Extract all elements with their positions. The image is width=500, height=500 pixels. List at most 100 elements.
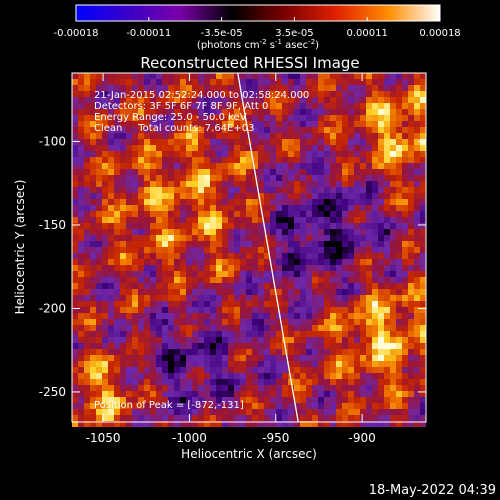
heatmap-cell xyxy=(414,349,420,355)
heatmap-cell xyxy=(390,175,396,181)
heatmap-cell xyxy=(120,307,126,313)
heatmap-cell xyxy=(324,163,330,169)
heatmap-cell xyxy=(378,139,384,145)
heatmap-cell xyxy=(84,349,90,355)
heatmap-cell xyxy=(312,397,318,403)
heatmap-cell xyxy=(396,229,402,235)
heatmap-cell xyxy=(132,103,138,109)
heatmap-cell xyxy=(336,349,342,355)
heatmap-cell xyxy=(120,193,126,199)
heatmap-cell xyxy=(348,91,354,97)
heatmap-cell xyxy=(114,301,120,307)
heatmap-cell xyxy=(144,379,150,385)
heatmap-cell xyxy=(324,139,330,145)
heatmap-cell xyxy=(312,253,318,259)
heatmap-cell xyxy=(210,85,216,91)
heatmap-cell xyxy=(360,169,366,175)
heatmap-cell xyxy=(96,79,102,85)
heatmap-cell xyxy=(192,253,198,259)
heatmap-cell xyxy=(330,187,336,193)
heatmap-cell xyxy=(162,409,168,415)
heatmap-cell xyxy=(90,109,96,115)
heatmap-cell xyxy=(96,307,102,313)
heatmap-cell xyxy=(150,85,156,91)
heatmap-cell xyxy=(96,349,102,355)
heatmap-cell xyxy=(150,181,156,187)
heatmap-cell xyxy=(84,151,90,157)
heatmap-cell xyxy=(126,97,132,103)
heatmap-cell xyxy=(126,319,132,325)
heatmap-cell xyxy=(84,295,90,301)
heatmap-cell xyxy=(390,247,396,253)
heatmap-cell xyxy=(414,277,420,283)
heatmap-cell xyxy=(222,343,228,349)
heatmap-cell xyxy=(420,127,426,133)
heatmap-cell xyxy=(114,331,120,337)
heatmap-cell xyxy=(318,277,324,283)
heatmap-cell xyxy=(174,223,180,229)
heatmap-cell xyxy=(192,283,198,289)
heatmap-cell xyxy=(396,151,402,157)
heatmap-cell xyxy=(240,289,246,295)
heatmap-cell xyxy=(348,193,354,199)
heatmap-cell xyxy=(390,157,396,163)
heatmap-cell xyxy=(366,331,372,337)
heatmap-cell xyxy=(210,235,216,241)
heatmap-cell xyxy=(132,295,138,301)
heatmap-cell xyxy=(378,127,384,133)
heatmap-cell xyxy=(336,133,342,139)
heatmap-cell xyxy=(186,397,192,403)
heatmap-cell xyxy=(102,157,108,163)
heatmap-cell xyxy=(72,115,78,121)
heatmap-cell xyxy=(282,133,288,139)
heatmap-cell xyxy=(360,421,366,427)
heatmap-cell xyxy=(90,241,96,247)
heatmap-cell xyxy=(288,271,294,277)
heatmap-cell xyxy=(294,271,300,277)
heatmap-cell xyxy=(348,265,354,271)
heatmap-cell xyxy=(114,235,120,241)
heatmap-cell xyxy=(132,211,138,217)
heatmap-cell xyxy=(342,223,348,229)
heatmap-cell xyxy=(120,121,126,127)
heatmap-cell xyxy=(90,391,96,397)
heatmap-cell xyxy=(90,319,96,325)
heatmap-cell xyxy=(132,175,138,181)
heatmap-cell xyxy=(78,319,84,325)
heatmap-cell xyxy=(78,151,84,157)
heatmap-cell xyxy=(300,217,306,223)
heatmap-cell xyxy=(120,223,126,229)
heatmap-cell xyxy=(204,349,210,355)
heatmap-cell xyxy=(390,193,396,199)
heatmap-cell xyxy=(90,349,96,355)
heatmap-cell xyxy=(312,403,318,409)
heatmap-cell xyxy=(348,421,354,427)
heatmap-cell xyxy=(282,223,288,229)
heatmap-cell xyxy=(204,97,210,103)
heatmap-cell xyxy=(306,301,312,307)
heatmap-cell xyxy=(180,73,186,79)
heatmap-cell xyxy=(240,337,246,343)
heatmap-cell xyxy=(120,109,126,115)
heatmap-cell xyxy=(204,175,210,181)
heatmap-cell xyxy=(270,121,276,127)
heatmap-cell xyxy=(240,343,246,349)
heatmap-cell xyxy=(390,289,396,295)
heatmap-cell xyxy=(276,421,282,427)
heatmap-cell xyxy=(126,199,132,205)
heatmap-cell xyxy=(384,193,390,199)
heatmap-cell xyxy=(246,361,252,367)
heatmap-cell xyxy=(186,367,192,373)
heatmap-cell xyxy=(312,301,318,307)
heatmap-cell xyxy=(168,97,174,103)
heatmap-cell xyxy=(264,349,270,355)
heatmap-cell xyxy=(234,277,240,283)
heatmap-cell xyxy=(138,265,144,271)
heatmap-cell xyxy=(384,133,390,139)
heatmap-cell xyxy=(114,121,120,127)
heatmap-cell xyxy=(150,151,156,157)
heatmap-cell xyxy=(96,313,102,319)
heatmap-cell xyxy=(384,313,390,319)
heatmap-cell xyxy=(252,187,258,193)
heatmap-cell xyxy=(120,277,126,283)
